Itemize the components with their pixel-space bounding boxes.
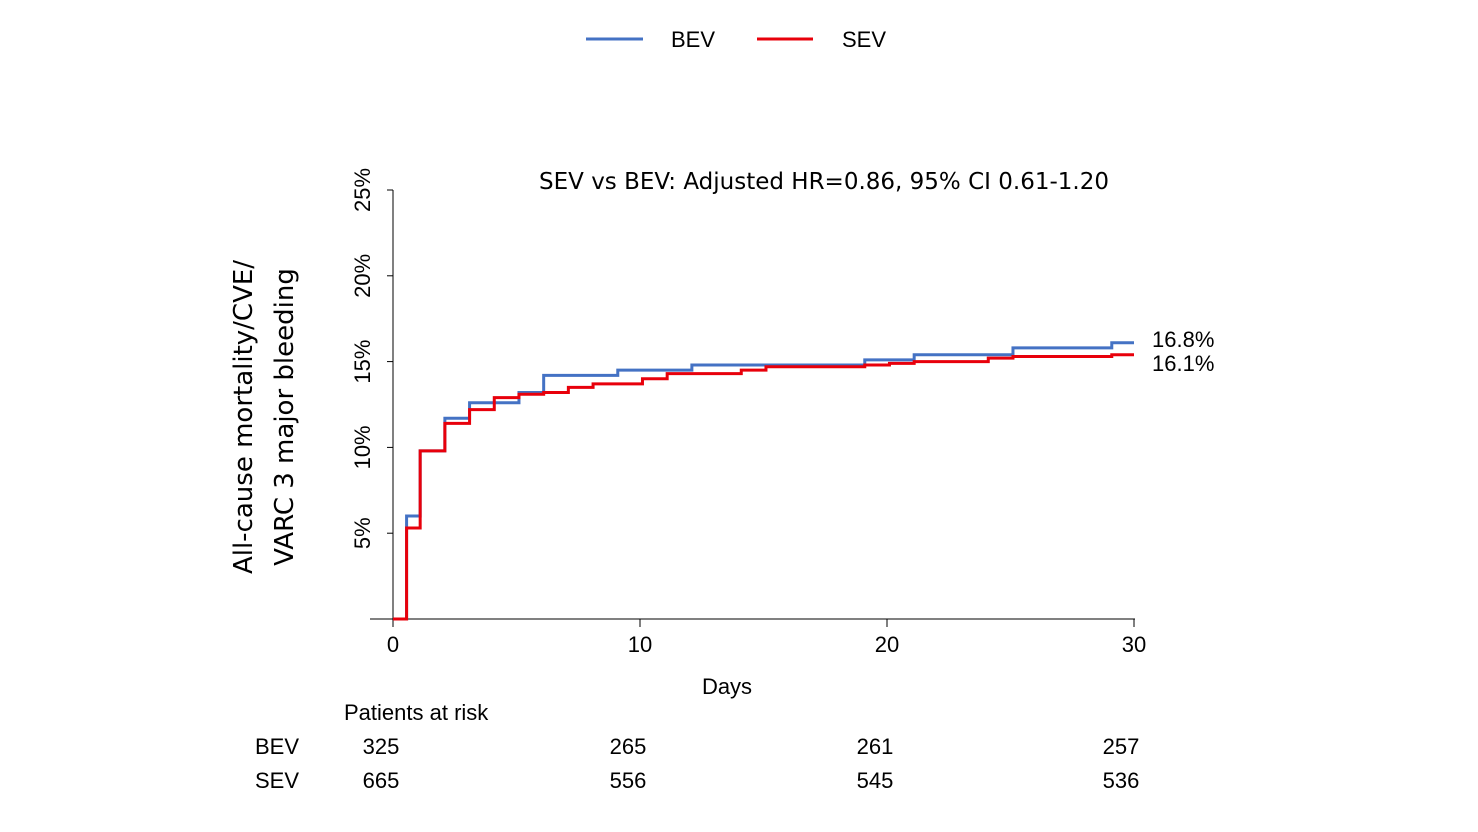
risk-row-label-sev: SEV: [255, 768, 299, 793]
x-axis-title: Days: [702, 674, 752, 699]
risk-cell-sev: 545: [857, 768, 894, 793]
risk-row-label-bev: BEV: [255, 734, 299, 759]
y-tick-label: 20%: [350, 254, 375, 298]
legend-label-sev: SEV: [842, 27, 886, 52]
series-line-sev: [393, 353, 1134, 621]
x-tick-label: 30: [1122, 632, 1146, 657]
risk-cell-bev: 265: [610, 734, 647, 759]
y-tick-label: 25%: [350, 168, 375, 212]
risk-table-title: Patients at risk: [344, 700, 489, 725]
series-line-bev: [393, 341, 1134, 621]
end-label-bev: 16.8%: [1152, 327, 1214, 352]
end-label-sev: 16.1%: [1152, 351, 1214, 376]
legend: BEV SEV: [586, 27, 886, 52]
risk-cell-sev: 665: [363, 768, 400, 793]
y-tick-label: 15%: [350, 340, 375, 384]
y-tick-label: 5%: [350, 517, 375, 549]
legend-label-bev: BEV: [671, 27, 715, 52]
y-axis-title-line-1: All-cause mortality/CVE/: [229, 260, 259, 574]
x-tick-label: 0: [387, 632, 399, 657]
axes: [370, 190, 1135, 620]
x-ticks: 0 10 20 30: [387, 619, 1146, 657]
series-lines: [393, 341, 1134, 621]
y-ticks: 5% 10% 15% 20% 25%: [350, 168, 393, 549]
chart-subtitle: SEV vs BEV: Adjusted HR=0.86, 95% CI 0.6…: [539, 169, 1109, 195]
x-tick-label: 20: [875, 632, 899, 657]
risk-cell-bev: 261: [857, 734, 894, 759]
risk-cell-sev: 536: [1103, 768, 1140, 793]
risk-table: Patients at risk BEV 325 265 261 257 SEV 665 55…: [255, 700, 1139, 793]
risk-cell-bev: 325: [363, 734, 400, 759]
y-axis-title-line-2: VARC 3 major bleeding: [270, 268, 300, 566]
risk-cell-sev: 556: [610, 768, 647, 793]
y-axis-title: All-cause mortality/CVE/ VARC 3 major bl…: [229, 260, 300, 574]
y-tick-label: 10%: [350, 425, 375, 469]
end-labels: 16.8%16.1%: [1152, 327, 1214, 376]
x-tick-label: 10: [628, 632, 652, 657]
risk-cell-bev: 257: [1103, 734, 1140, 759]
